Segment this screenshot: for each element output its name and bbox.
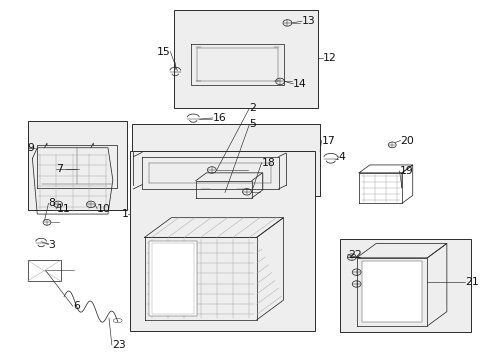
Text: 18: 18	[261, 158, 275, 168]
Text: 20: 20	[400, 136, 413, 145]
Text: 14: 14	[293, 79, 306, 89]
Text: 17: 17	[321, 136, 335, 145]
Bar	[152, 243, 194, 315]
Text: 12: 12	[322, 53, 336, 63]
Bar	[173, 10, 317, 108]
Text: 3: 3	[48, 239, 55, 249]
Text: 22: 22	[347, 249, 361, 260]
Text: 13: 13	[302, 16, 315, 26]
Text: 19: 19	[399, 166, 412, 176]
Bar	[339, 239, 470, 332]
Text: 9: 9	[27, 143, 34, 153]
Bar	[361, 261, 422, 322]
Text: 4: 4	[338, 152, 345, 162]
Text: 2: 2	[249, 103, 256, 113]
Bar	[27, 121, 127, 211]
Text: 11: 11	[57, 204, 70, 214]
Bar	[27, 260, 61, 281]
Text: 16: 16	[212, 113, 226, 123]
Text: 23: 23	[112, 340, 125, 350]
Text: 15: 15	[156, 46, 170, 57]
Text: 8: 8	[48, 198, 55, 208]
Text: 21: 21	[465, 277, 478, 287]
Bar	[132, 125, 320, 196]
Text: 6: 6	[73, 301, 80, 311]
Bar	[130, 151, 315, 330]
Text: 10: 10	[97, 204, 111, 214]
Bar	[149, 241, 196, 316]
Text: 7: 7	[56, 164, 62, 174]
Text: 5: 5	[249, 120, 256, 129]
Text: 1: 1	[122, 209, 128, 219]
